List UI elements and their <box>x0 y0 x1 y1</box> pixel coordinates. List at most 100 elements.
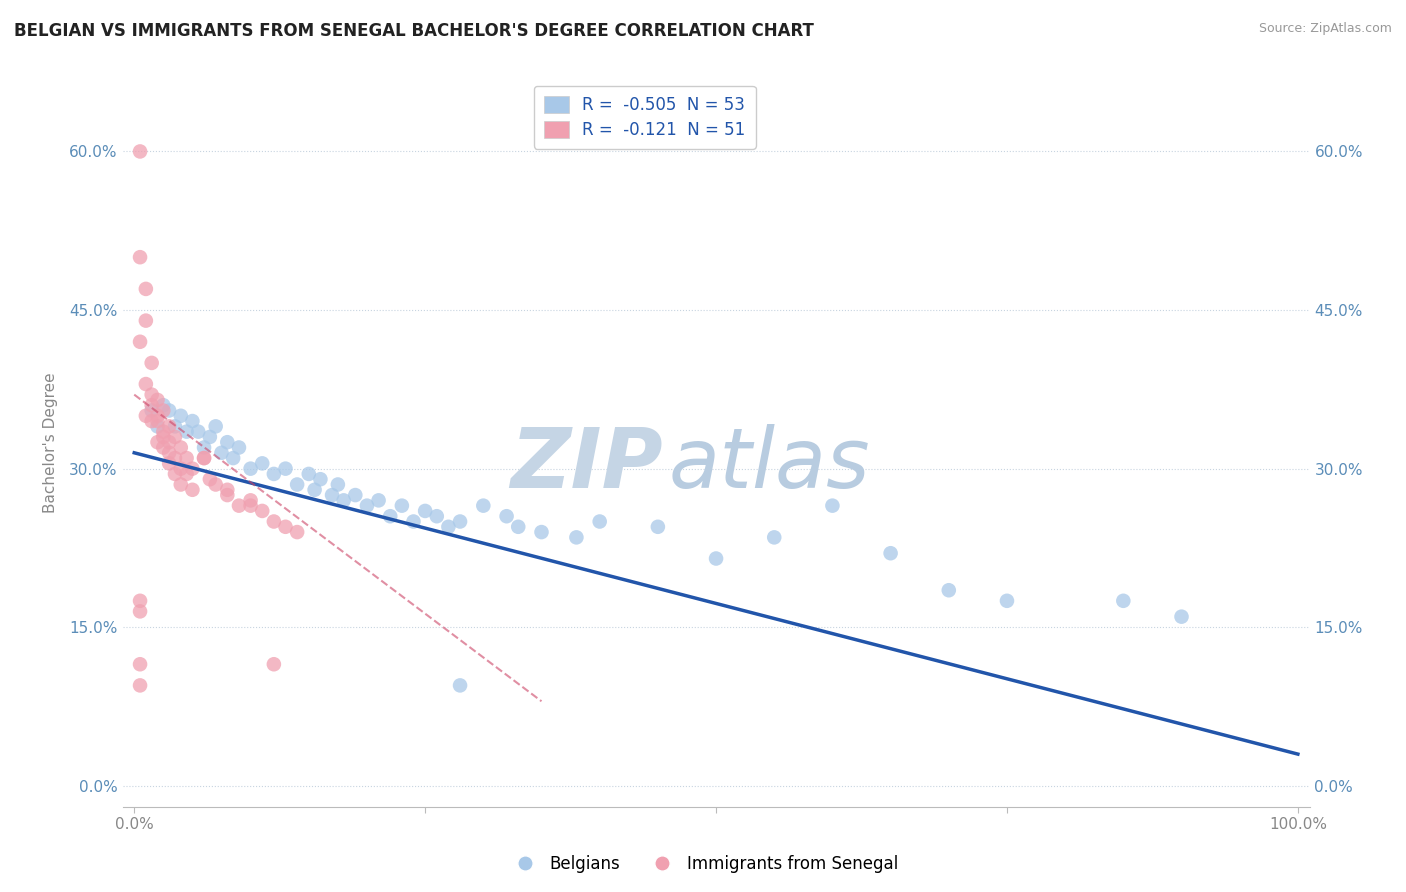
Point <box>332 493 354 508</box>
Point <box>181 483 204 497</box>
Point <box>135 313 157 327</box>
Point <box>152 441 174 455</box>
Point <box>146 414 169 428</box>
Point <box>239 493 262 508</box>
Point <box>170 477 193 491</box>
Point <box>344 488 367 502</box>
Point <box>152 425 174 439</box>
Point <box>1112 594 1135 608</box>
Point <box>367 493 389 508</box>
Point <box>938 583 960 598</box>
Point <box>141 403 163 417</box>
Point <box>228 441 250 455</box>
Point <box>170 461 193 475</box>
Point <box>141 398 163 412</box>
Point <box>193 451 215 466</box>
Point <box>217 435 239 450</box>
Point <box>129 250 152 264</box>
Point <box>146 409 169 423</box>
Point <box>304 483 326 497</box>
Point <box>146 392 169 407</box>
Point <box>763 530 786 544</box>
Point <box>204 477 226 491</box>
Point <box>380 509 402 524</box>
Point <box>176 467 198 481</box>
Point <box>152 398 174 412</box>
Point <box>263 467 285 481</box>
Point <box>413 504 436 518</box>
Point <box>146 435 169 450</box>
Point <box>176 425 198 439</box>
Point <box>426 509 449 524</box>
Point <box>228 499 250 513</box>
Point <box>589 515 612 529</box>
Point <box>157 435 180 450</box>
Text: Source: ZipAtlas.com: Source: ZipAtlas.com <box>1258 22 1392 36</box>
Point <box>198 430 221 444</box>
Point <box>198 472 221 486</box>
Point <box>157 456 180 470</box>
Point <box>321 488 343 502</box>
Point <box>472 499 495 513</box>
Point <box>170 441 193 455</box>
Point <box>129 145 152 159</box>
Point <box>181 414 204 428</box>
Point <box>565 530 588 544</box>
Point <box>129 594 152 608</box>
Point <box>163 419 186 434</box>
Point <box>239 461 262 475</box>
Point <box>135 282 157 296</box>
Point <box>163 430 186 444</box>
Point <box>356 499 378 513</box>
Point <box>879 546 901 560</box>
Point <box>157 419 180 434</box>
Point <box>298 467 321 481</box>
Point <box>187 425 209 439</box>
Point <box>495 509 517 524</box>
Point <box>222 451 245 466</box>
Point <box>402 515 425 529</box>
Point <box>274 461 297 475</box>
Point <box>274 520 297 534</box>
Point <box>1170 609 1192 624</box>
Point <box>152 403 174 417</box>
Point <box>152 430 174 444</box>
Point <box>141 414 163 428</box>
Point <box>170 409 193 423</box>
Point <box>530 525 553 540</box>
Point <box>129 604 152 618</box>
Point <box>995 594 1018 608</box>
Point <box>163 467 186 481</box>
Point <box>449 515 471 529</box>
Point <box>217 483 239 497</box>
Point <box>146 419 169 434</box>
Point <box>141 356 163 370</box>
Point <box>239 499 262 513</box>
Text: BELGIAN VS IMMIGRANTS FROM SENEGAL BACHELOR'S DEGREE CORRELATION CHART: BELGIAN VS IMMIGRANTS FROM SENEGAL BACHE… <box>14 22 814 40</box>
Point <box>508 520 530 534</box>
Point <box>821 499 844 513</box>
Point <box>285 477 308 491</box>
Point <box>204 419 226 434</box>
Point <box>129 678 152 692</box>
Text: ZIP: ZIP <box>510 424 662 505</box>
Point <box>141 387 163 401</box>
Point <box>252 456 274 470</box>
Point <box>181 461 204 475</box>
Point <box>263 657 285 672</box>
Point <box>211 446 233 460</box>
Point <box>437 520 460 534</box>
Legend: R =  -0.505  N = 53, R =  -0.121  N = 51: R = -0.505 N = 53, R = -0.121 N = 51 <box>534 86 755 149</box>
Point <box>163 451 186 466</box>
Point <box>647 520 669 534</box>
Point <box>391 499 413 513</box>
Legend: Belgians, Immigrants from Senegal: Belgians, Immigrants from Senegal <box>501 848 905 880</box>
Point <box>157 403 180 417</box>
Y-axis label: Bachelor's Degree: Bachelor's Degree <box>44 372 58 513</box>
Point <box>193 441 215 455</box>
Point <box>285 525 308 540</box>
Point <box>135 377 157 392</box>
Point <box>263 515 285 529</box>
Point <box>193 451 215 466</box>
Point <box>135 409 157 423</box>
